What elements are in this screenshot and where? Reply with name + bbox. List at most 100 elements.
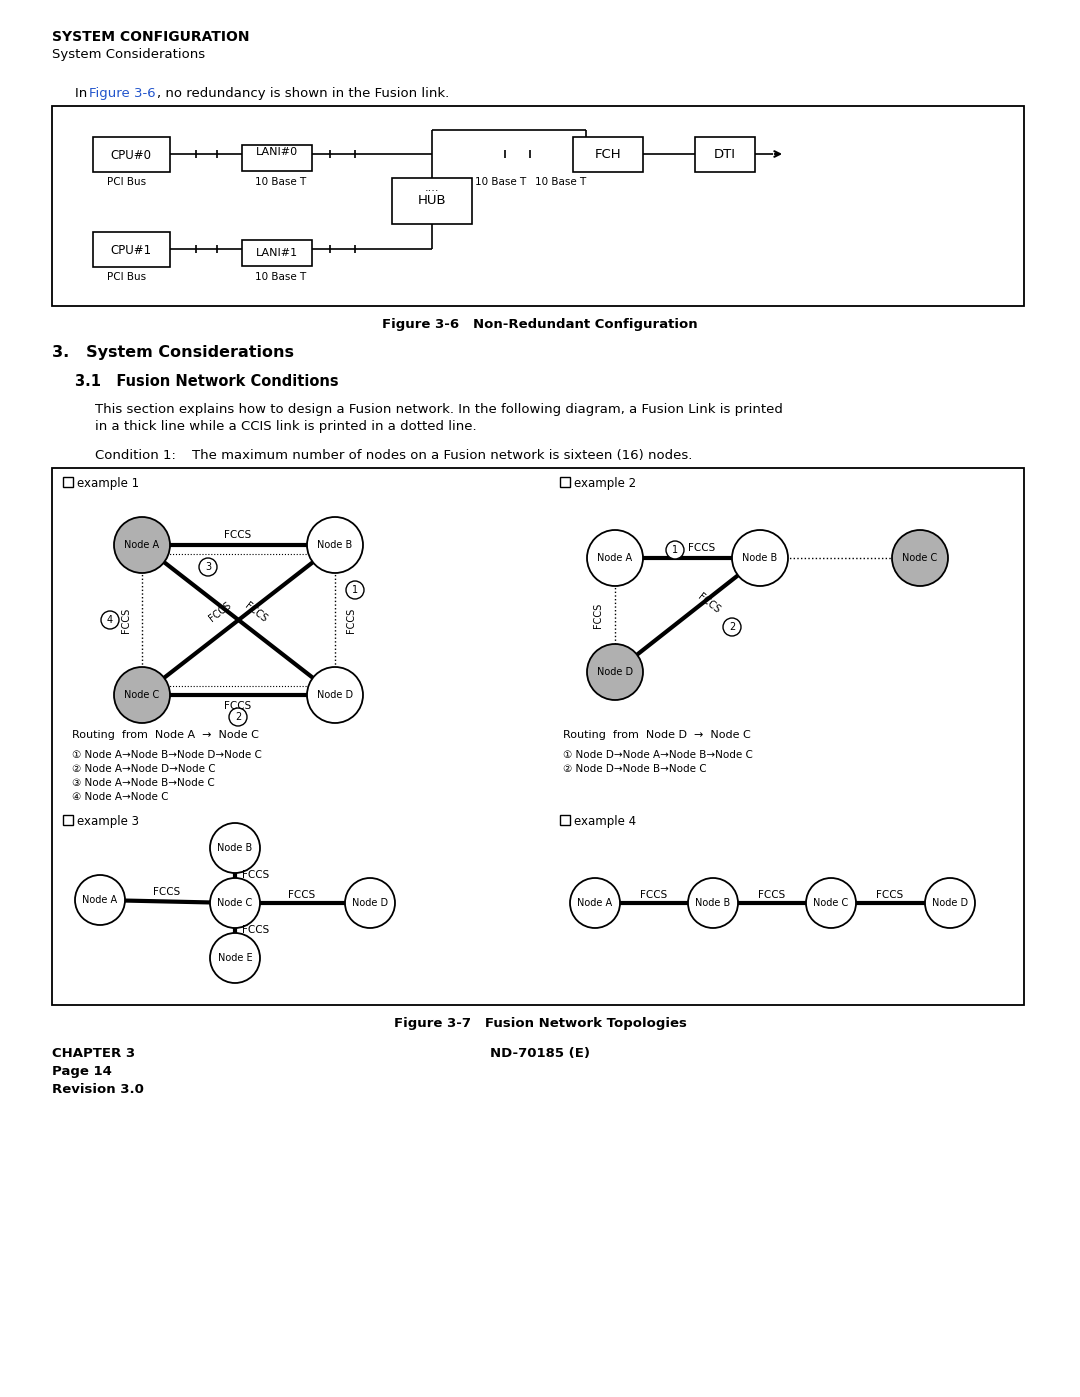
Text: CPU#0: CPU#0 — [110, 149, 151, 162]
Text: Condition 1:: Condition 1: — [95, 448, 176, 462]
Text: FCCS: FCCS — [346, 608, 356, 633]
Bar — [696, 137, 755, 172]
Text: Node D: Node D — [316, 690, 353, 700]
Text: ND-70185 (E): ND-70185 (E) — [490, 1046, 590, 1060]
Text: 10 Base T: 10 Base T — [255, 272, 307, 282]
Text: The maximum number of nodes on a Fusion network is sixteen (16) nodes.: The maximum number of nodes on a Fusion … — [175, 448, 692, 462]
Text: 3.   System Considerations: 3. System Considerations — [52, 345, 294, 360]
Text: Node A: Node A — [124, 541, 160, 550]
Text: Node C: Node C — [813, 898, 849, 908]
Circle shape — [75, 875, 125, 925]
Bar — [52, 106, 1024, 306]
Text: Node C: Node C — [217, 898, 253, 908]
Text: ② Node D→Node B→Node C: ② Node D→Node B→Node C — [563, 764, 706, 774]
Circle shape — [732, 529, 788, 585]
Text: Node B: Node B — [742, 553, 778, 563]
Text: Figure 3-6   Non-Redundant Configuration: Figure 3-6 Non-Redundant Configuration — [382, 319, 698, 331]
Text: Node C: Node C — [903, 553, 937, 563]
Text: FCCS: FCCS — [758, 890, 785, 900]
Text: Node D: Node D — [597, 666, 633, 678]
Bar — [392, 177, 472, 224]
Circle shape — [688, 877, 738, 928]
Text: Node C: Node C — [124, 690, 160, 700]
Text: FCCS: FCCS — [225, 529, 252, 541]
Text: FCCS: FCCS — [121, 608, 131, 633]
Bar — [242, 145, 312, 170]
Text: FCCS: FCCS — [207, 601, 233, 623]
Text: PCI Bus: PCI Bus — [107, 272, 146, 282]
Circle shape — [346, 581, 364, 599]
Text: Node A: Node A — [578, 898, 612, 908]
Text: Node B: Node B — [217, 842, 253, 854]
Text: 1: 1 — [672, 545, 678, 555]
Text: FCH: FCH — [595, 148, 621, 161]
Bar — [93, 232, 170, 267]
Text: Page 14: Page 14 — [52, 1065, 112, 1078]
Text: FCCS: FCCS — [593, 602, 603, 627]
Text: FCCS: FCCS — [242, 870, 269, 880]
Circle shape — [806, 877, 856, 928]
Text: 1: 1 — [352, 585, 359, 595]
Circle shape — [229, 708, 247, 726]
Text: Routing  from  Node D  →  Node C: Routing from Node D → Node C — [563, 731, 751, 740]
Text: FCCS: FCCS — [876, 890, 904, 900]
Text: 2: 2 — [234, 712, 241, 722]
Text: Routing  from  Node A  →  Node C: Routing from Node A → Node C — [72, 731, 259, 740]
Text: 4: 4 — [107, 615, 113, 624]
Text: CPU#1: CPU#1 — [110, 244, 151, 257]
Bar — [63, 476, 73, 488]
Bar — [242, 240, 312, 265]
Circle shape — [345, 877, 395, 928]
Text: DTI: DTI — [714, 148, 735, 161]
Bar — [573, 137, 643, 172]
Text: FCCS: FCCS — [688, 543, 716, 553]
Text: FCCS: FCCS — [696, 591, 723, 615]
Text: example 1: example 1 — [77, 476, 139, 490]
Circle shape — [199, 557, 217, 576]
Text: 10 Base T: 10 Base T — [475, 177, 526, 187]
Circle shape — [102, 610, 119, 629]
Text: FCCS: FCCS — [288, 890, 315, 900]
Text: FCCS: FCCS — [153, 887, 180, 897]
Circle shape — [210, 933, 260, 983]
Text: 2: 2 — [729, 622, 735, 631]
Circle shape — [588, 529, 643, 585]
Text: in a thick line while a CCIS link is printed in a dotted line.: in a thick line while a CCIS link is pri… — [95, 420, 476, 433]
Text: Node D: Node D — [352, 898, 388, 908]
Circle shape — [666, 541, 684, 559]
Text: example 4: example 4 — [573, 814, 636, 828]
Bar — [561, 476, 570, 488]
Text: ① Node A→Node B→Node D→Node C: ① Node A→Node B→Node D→Node C — [72, 750, 261, 760]
Bar — [93, 137, 170, 172]
Circle shape — [307, 517, 363, 573]
Text: Node E: Node E — [218, 953, 253, 963]
Text: ② Node A→Node D→Node C: ② Node A→Node D→Node C — [72, 764, 216, 774]
Text: 3: 3 — [205, 562, 211, 571]
Text: FCCS: FCCS — [243, 601, 269, 623]
Bar — [561, 814, 570, 826]
Text: This section explains how to design a Fusion network. In the following diagram, : This section explains how to design a Fu… — [95, 402, 783, 416]
Text: ....: .... — [424, 183, 440, 193]
Circle shape — [114, 666, 170, 724]
Circle shape — [723, 617, 741, 636]
Text: HUB: HUB — [418, 194, 446, 207]
Text: SYSTEM CONFIGURATION: SYSTEM CONFIGURATION — [52, 29, 249, 43]
Circle shape — [210, 877, 260, 928]
Text: FCCS: FCCS — [640, 890, 667, 900]
Text: Node A: Node A — [597, 553, 633, 563]
Text: PCI Bus: PCI Bus — [107, 177, 146, 187]
Text: 10 Base T: 10 Base T — [255, 177, 307, 187]
Text: 3.1   Fusion Network Conditions: 3.1 Fusion Network Conditions — [75, 374, 339, 388]
Circle shape — [892, 529, 948, 585]
Text: Node B: Node B — [318, 541, 353, 550]
Text: ④ Node A→Node C: ④ Node A→Node C — [72, 792, 168, 802]
Text: , no redundancy is shown in the Fusion link.: , no redundancy is shown in the Fusion l… — [157, 87, 449, 101]
Circle shape — [588, 644, 643, 700]
Circle shape — [570, 877, 620, 928]
Text: Node B: Node B — [696, 898, 731, 908]
Text: LANI#0: LANI#0 — [256, 147, 298, 156]
Text: Node D: Node D — [932, 898, 968, 908]
Text: CHAPTER 3: CHAPTER 3 — [52, 1046, 135, 1060]
Text: System Considerations: System Considerations — [52, 47, 205, 61]
Circle shape — [307, 666, 363, 724]
